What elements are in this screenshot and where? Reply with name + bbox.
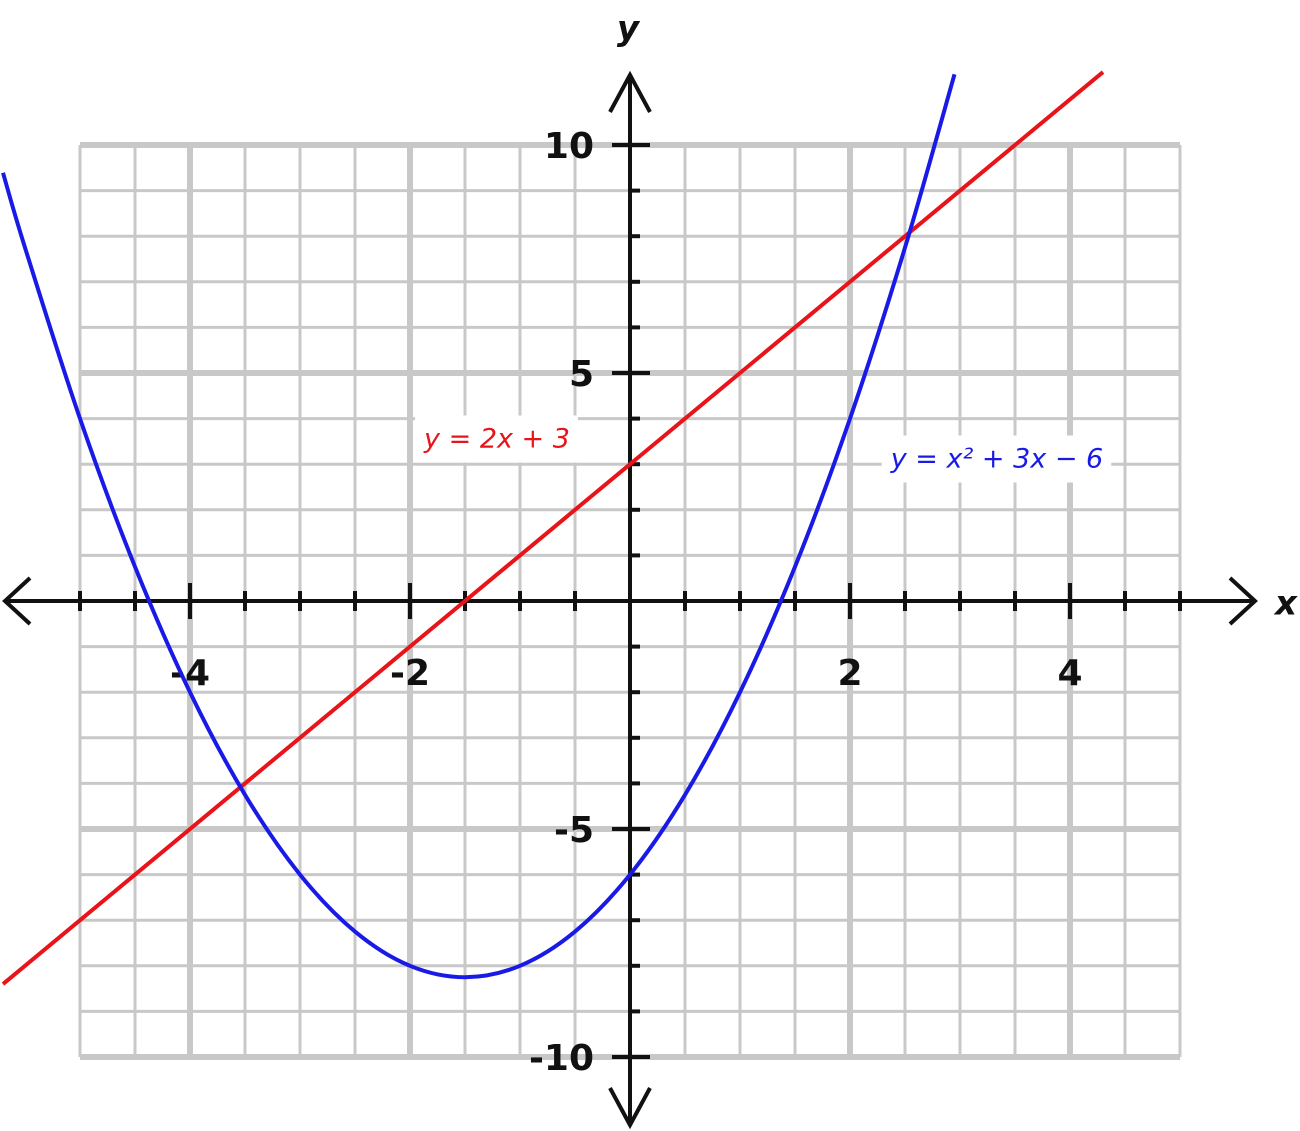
arrow	[2, 576, 32, 626]
arrow	[1228, 576, 1258, 626]
x-axis-label: x	[1273, 584, 1298, 624]
curve-label: y = 2x + 3	[423, 424, 570, 455]
y-tick-label: 5	[569, 354, 594, 395]
curve	[1, 70, 1105, 986]
x-tick-label: 2	[837, 653, 862, 694]
x-tick-label: 4	[1057, 653, 1082, 694]
y-tick-label: 10	[544, 126, 594, 167]
arrow	[608, 70, 652, 113]
y-axis-label: y	[617, 9, 641, 49]
curve-label: y = x² + 3x − 6	[890, 444, 1103, 475]
y-tick-label: -5	[554, 810, 594, 851]
label-background	[881, 435, 1112, 483]
curve	[1, 73, 957, 980]
arrow	[608, 1087, 652, 1130]
label-background	[415, 415, 578, 463]
axes	[2, 70, 1258, 1130]
y-tick-label: -10	[529, 1038, 594, 1079]
